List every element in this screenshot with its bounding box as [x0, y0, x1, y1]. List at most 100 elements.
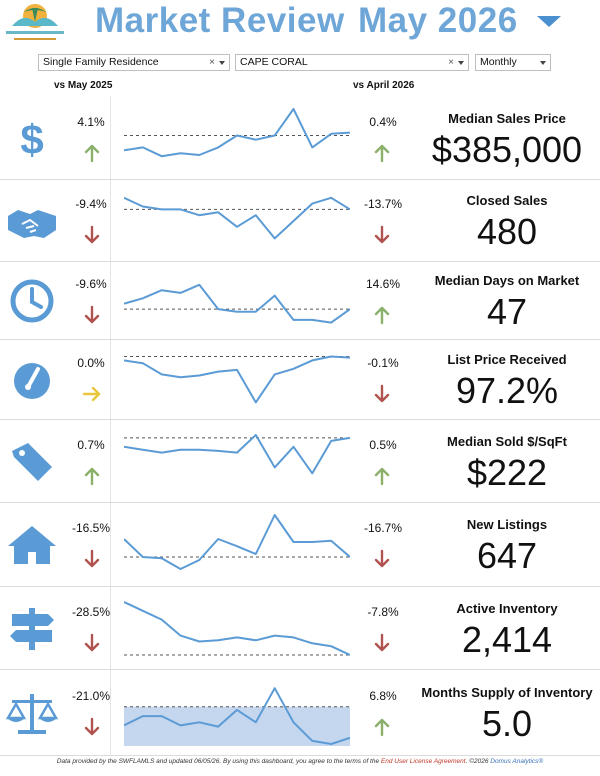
dollar-icon: $: [20, 116, 43, 163]
sparkline: [124, 687, 350, 746]
metric-value: 2,414: [461, 619, 553, 660]
clock-icon: [10, 279, 54, 323]
arrow-up-icon: [374, 144, 390, 163]
footer: Data provided by the SWFLAMLS and update…: [0, 758, 600, 765]
sparkline: [124, 108, 350, 158]
property-type-select[interactable]: Single Family Residence ×: [38, 54, 230, 71]
metric-name: List Price Received: [447, 352, 567, 367]
metric-row: 0.7% 0.5% Median Sold $/SqFt $222: [0, 420, 600, 503]
sparkline-series: [124, 514, 350, 570]
arrow-down-icon: [84, 225, 100, 244]
scale-icon: [5, 694, 59, 734]
metric-row: -9.4% -13.7% Closed Sales 480: [0, 180, 600, 262]
brand-link[interactable]: Domus Analytics®: [490, 758, 544, 765]
metric-row: -16.5% -16.7% New Listings 647: [0, 503, 600, 587]
metric-name: New Listings: [466, 517, 548, 532]
arrow-down-icon: [374, 225, 390, 244]
arrow-right-icon: [82, 386, 101, 402]
arrow-up-icon: [374, 718, 390, 737]
yoy-change: 0.0%: [77, 356, 105, 370]
metric-row: $4.1% 0.4% Median Sales Price $385,000: [0, 97, 600, 180]
metric-value: $385,000: [431, 129, 583, 170]
mom-change: 14.6%: [365, 277, 401, 291]
sparkline: [124, 355, 350, 404]
chevron-down-icon[interactable]: [540, 61, 546, 65]
sparkline: [124, 434, 350, 475]
header: Market Review May 2026: [0, 0, 600, 48]
mom-change: -7.8%: [367, 605, 399, 619]
metric-value: 647: [476, 535, 538, 576]
mom-change: -13.7%: [363, 197, 403, 211]
sparkline-series: [124, 687, 350, 745]
arrow-down-icon: [84, 305, 100, 324]
signpost-icon: [10, 608, 54, 650]
metric-value: 480: [476, 211, 538, 252]
metric-name: Closed Sales: [466, 193, 548, 208]
clear-icon[interactable]: ×: [448, 57, 454, 68]
sparkline-series: [124, 355, 350, 404]
mom-change: -0.1%: [367, 356, 399, 370]
arrow-up-icon: [374, 467, 390, 486]
house-icon: [8, 526, 56, 564]
metric-row: -21.0% 6.8% Months Supply of Inventory 5.0: [0, 670, 600, 756]
footer-copyright: . ©2026: [465, 758, 491, 765]
sparkline: [124, 601, 350, 656]
tag-icon: [12, 443, 52, 481]
metric-name: Median Days on Market: [434, 273, 580, 288]
metric-row: 0.0% -0.1% List Price Received 97.2%: [0, 340, 600, 420]
metric-value: 97.2%: [455, 370, 559, 411]
metric-name: Months Supply of Inventory: [421, 685, 593, 700]
metric-row: -9.6% 14.6% Median Days on Market 47: [0, 262, 600, 340]
city-select[interactable]: CAPE CORAL ×: [235, 54, 469, 71]
page-title: Market Review: [95, 1, 345, 40]
arrow-down-icon: [84, 717, 100, 736]
yoy-change: -9.4%: [75, 197, 107, 211]
mom-change: 0.4%: [369, 115, 397, 129]
metric-row: -28.5% -7.8% Active Inventory 2,414: [0, 587, 600, 670]
sparkline: [124, 514, 350, 570]
clear-icon[interactable]: ×: [209, 57, 215, 68]
month-selector-label[interactable]: May 2026: [358, 1, 518, 40]
gauge-icon: [14, 363, 50, 399]
mom-change: 0.5%: [369, 438, 397, 452]
sparkline-series: [124, 108, 350, 158]
metric-value: $222: [466, 452, 548, 493]
property-type-value: Single Family Residence: [43, 56, 159, 68]
logo-icon: [6, 4, 64, 40]
metric-value: 47: [486, 291, 528, 332]
month-dropdown-caret-icon[interactable]: [537, 16, 561, 27]
yoy-change: -16.5%: [71, 521, 111, 535]
arrow-down-icon: [84, 633, 100, 652]
metric-name: Median Sold $/SqFt: [447, 434, 567, 449]
sparkline-band: [124, 706, 350, 746]
sparkline-series: [124, 196, 350, 240]
sparkline: [124, 283, 350, 324]
arrow-up-icon: [84, 467, 100, 486]
sparkline-series: [124, 601, 350, 656]
sparkline-series: [124, 434, 350, 475]
arrow-down-icon: [374, 633, 390, 652]
arrow-down-icon: [84, 549, 100, 568]
mom-change: -16.7%: [363, 521, 403, 535]
chevron-down-icon[interactable]: [458, 61, 464, 65]
metric-value: 5.0: [481, 703, 533, 744]
yoy-change: 0.7%: [77, 438, 105, 452]
sparkline-series: [124, 283, 350, 324]
period-value: Monthly: [480, 56, 517, 68]
city-value: CAPE CORAL: [240, 56, 308, 68]
metric-name: Median Sales Price: [448, 111, 566, 126]
chevron-down-icon[interactable]: [219, 61, 225, 65]
yoy-change: -21.0%: [71, 689, 111, 703]
mom-change: 6.8%: [369, 689, 397, 703]
yoy-change: -9.6%: [75, 277, 107, 291]
period-select[interactable]: Monthly: [475, 54, 551, 71]
eula-link[interactable]: End User License Agreement: [380, 758, 466, 765]
footer-text: Data provided by the SWFLAMLS and update…: [56, 758, 381, 765]
handshake-icon: [8, 210, 56, 238]
arrow-up-icon: [374, 306, 390, 325]
column-header-mom: vs April 2026: [353, 80, 415, 91]
yoy-change: -28.5%: [71, 605, 111, 619]
arrow-down-icon: [374, 549, 390, 568]
arrow-up-icon: [84, 144, 100, 163]
yoy-change: 4.1%: [77, 115, 105, 129]
